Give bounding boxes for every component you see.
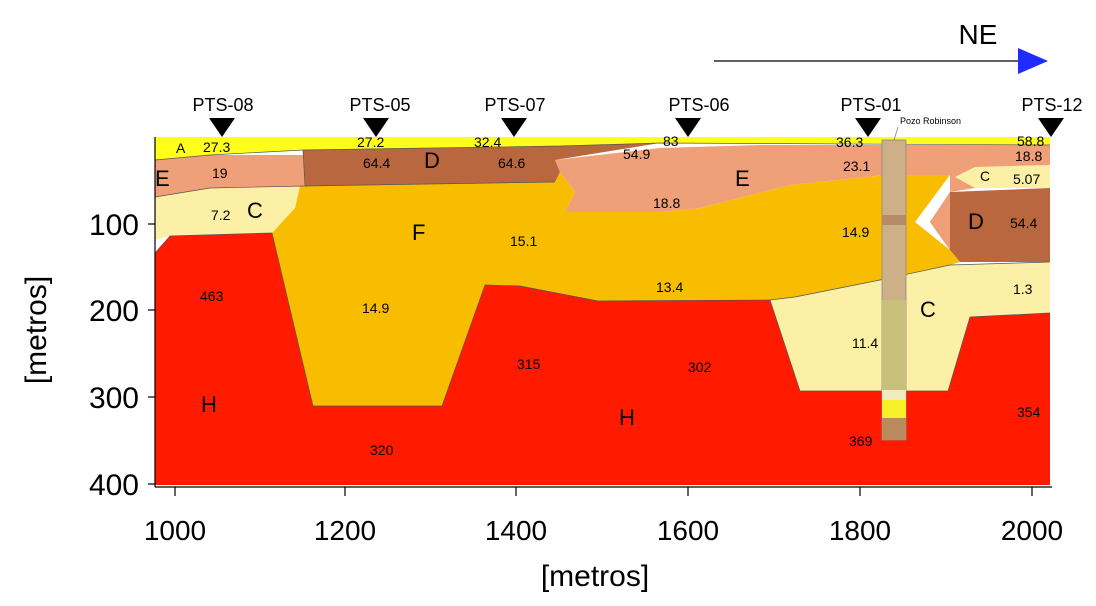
- value-label: 58.8: [1017, 133, 1044, 149]
- value-label: 320: [370, 442, 394, 458]
- y-tick-label: 200: [89, 295, 139, 328]
- station-label: PTS-06: [668, 95, 729, 115]
- y-tick-label: 300: [89, 382, 139, 415]
- station-triangle-icon: [209, 118, 235, 137]
- value-label: 13.4: [656, 279, 683, 295]
- value-label: 369: [849, 433, 873, 449]
- station-label: PTS-05: [349, 95, 410, 115]
- layer-e-right: [555, 145, 1050, 250]
- value-label: 302: [688, 359, 712, 375]
- value-label: 36.3: [836, 134, 863, 150]
- value-label: 315: [517, 356, 541, 372]
- x-tick-label: 1800: [829, 515, 891, 546]
- letter-d-middle: D: [424, 148, 440, 173]
- layer-d-right: [930, 188, 1050, 262]
- y-axis-title: [metros]: [20, 276, 53, 384]
- station-triangle-icon: [501, 118, 527, 137]
- layer-a: [155, 137, 1050, 160]
- value-label: 18.8: [1015, 148, 1042, 164]
- x-tick-label: 1400: [485, 515, 547, 546]
- letter-d-right: D: [968, 209, 984, 234]
- direction-arrow-icon: [1018, 48, 1048, 74]
- value-label: 83: [663, 133, 679, 149]
- value-label: 18.8: [653, 195, 680, 211]
- station-triangle-icon: [675, 118, 701, 137]
- layer-d-middle: [303, 143, 660, 186]
- x-axis-title: [metros]: [541, 560, 649, 593]
- value-label: 15.1: [510, 233, 537, 249]
- station-triangle-icon: [363, 118, 389, 137]
- value-label: 5.07: [1013, 171, 1040, 187]
- letter-c-right: C: [920, 297, 936, 322]
- value-label: 27.2: [357, 134, 384, 150]
- station-label: PTS-07: [484, 95, 545, 115]
- value-label: 14.9: [842, 224, 869, 240]
- y-tick-label: 400: [89, 469, 139, 502]
- letter-e-left: E: [155, 166, 170, 191]
- well-label: Pozo Robinson: [900, 116, 961, 126]
- layer-h-left: [155, 233, 1050, 485]
- letter-h-left: H: [201, 392, 217, 417]
- value-label: 64.6: [498, 155, 525, 171]
- letter-c-left: C: [247, 198, 263, 223]
- layer-c-right: [770, 262, 1050, 391]
- value-label: 32.4: [474, 134, 501, 150]
- station-triangle-icon: [855, 118, 881, 137]
- value-label: 64.4: [363, 155, 390, 171]
- x-tick-label: 1000: [144, 515, 206, 546]
- layer-c-small: [955, 165, 1050, 188]
- letter-c-small: C: [980, 168, 990, 184]
- value-label: 7.2: [211, 207, 231, 223]
- value-label: 54.9: [623, 146, 650, 162]
- value-label: 19: [212, 165, 228, 181]
- value-label: 23.1: [843, 158, 870, 174]
- value-label: 11.4: [852, 335, 878, 351]
- station-label: PTS-01: [840, 95, 901, 115]
- value-label: 463: [200, 288, 224, 304]
- station-markers: PTS-08 PTS-05 PTS-07 PTS-06 PTS-01 PTS-1…: [192, 95, 1083, 137]
- letter-e-right: E: [735, 166, 750, 191]
- value-label: 14.9: [362, 300, 389, 316]
- layer-f: [272, 172, 960, 406]
- x-tick-label: 1600: [657, 515, 719, 546]
- x-tick-label: 2000: [1001, 515, 1063, 546]
- station-label: PTS-08: [192, 95, 253, 115]
- x-tick-label: 1200: [314, 515, 376, 546]
- y-tick-label: 100: [89, 209, 139, 242]
- direction-label: NE: [959, 19, 998, 50]
- value-label: 1.3: [1013, 281, 1033, 297]
- letter-h-right: H: [619, 405, 635, 430]
- value-label: 27.3: [203, 139, 230, 155]
- layer-c-left: [155, 186, 300, 240]
- station-triangle-icon: [1038, 118, 1064, 137]
- letter-f: F: [412, 220, 425, 245]
- station-label: PTS-12: [1021, 95, 1082, 115]
- well-column: [881, 139, 907, 441]
- letter-a: A: [176, 140, 186, 156]
- value-label: 354: [1017, 404, 1041, 420]
- value-label: 54.4: [1010, 215, 1037, 231]
